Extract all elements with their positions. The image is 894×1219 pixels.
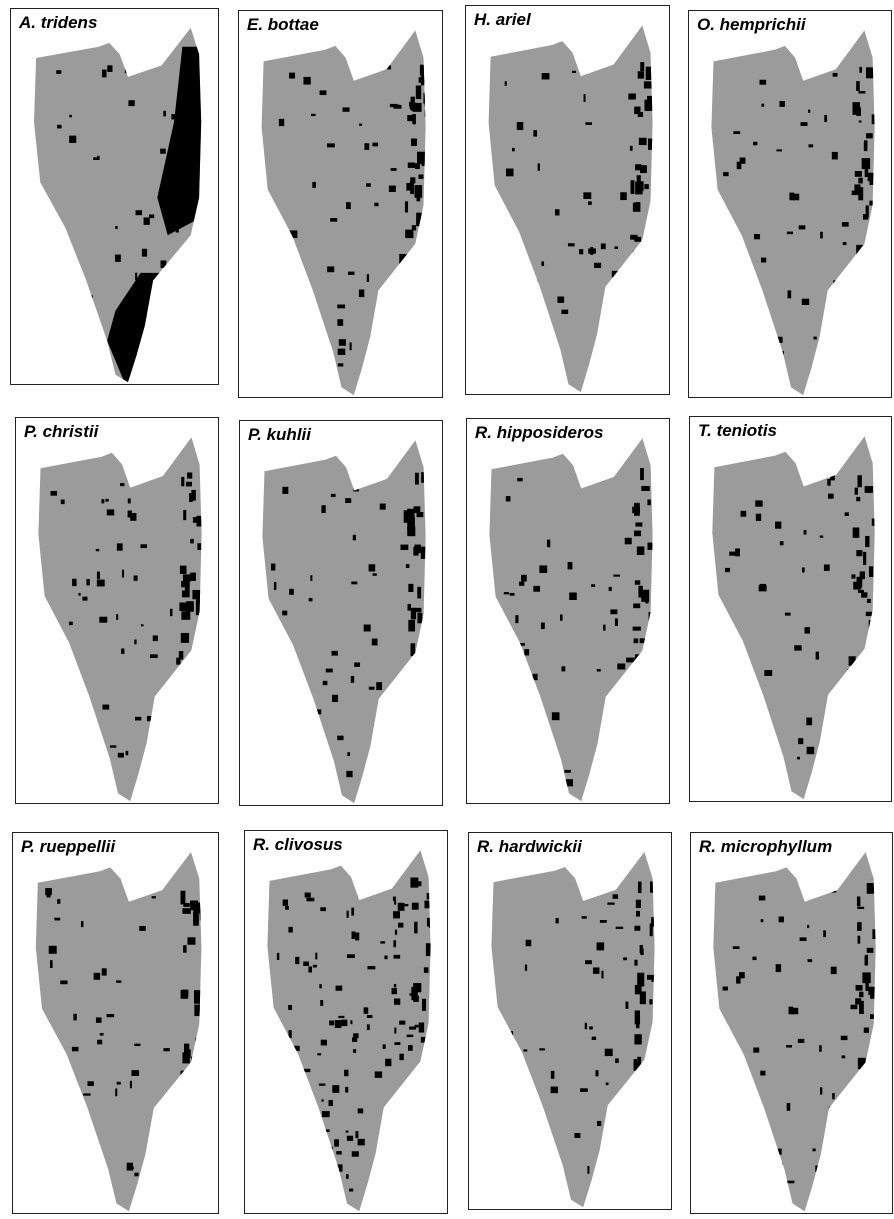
map — [691, 833, 893, 1214]
region-shape — [489, 438, 652, 801]
map — [466, 6, 670, 395]
species-label: R. microphyllum — [699, 837, 832, 857]
species-label: P. christii — [24, 422, 98, 442]
species-label: O. hemprichii — [697, 15, 806, 35]
map — [245, 831, 448, 1214]
map-panel: P. rueppellii — [12, 832, 219, 1214]
map — [239, 11, 443, 398]
species-label: R. hipposideros — [475, 423, 603, 443]
map — [467, 419, 670, 804]
species-label: E. bottae — [247, 15, 319, 35]
map-panel: O. hemprichii — [688, 10, 892, 398]
map-panel: H. ariel — [465, 5, 670, 395]
map-panel: R. hipposideros — [466, 418, 670, 804]
species-label: T. teniotis — [698, 421, 777, 441]
map-panel: R. clivosus — [244, 830, 448, 1214]
map-panel: P. kuhlii — [239, 420, 443, 806]
map-panel: P. christii — [15, 417, 219, 804]
map-panel: R. hardwickii — [468, 832, 672, 1210]
map-panel: A. tridens — [10, 8, 219, 385]
region-shape — [711, 30, 874, 395]
map — [16, 418, 219, 804]
region-shape — [38, 437, 201, 801]
region-shape — [491, 852, 654, 1207]
region-shape — [36, 852, 202, 1211]
map — [240, 421, 443, 806]
region-shape — [489, 26, 653, 393]
map-panel: T. teniotis — [689, 416, 892, 802]
region-shape — [713, 852, 875, 1211]
figure: A. tridens E. bottae H. ariel O. hemprichii… — [0, 0, 894, 1219]
map — [689, 11, 892, 398]
species-label: R. hardwickii — [477, 837, 582, 857]
region-shape — [712, 436, 874, 799]
species-label: P. rueppellii — [21, 837, 115, 857]
species-label: H. ariel — [474, 10, 531, 30]
species-label: R. clivosus — [253, 835, 343, 855]
species-label: A. tridens — [19, 13, 97, 33]
region-shape — [262, 440, 425, 803]
species-label: P. kuhlii — [248, 425, 311, 445]
map — [690, 417, 892, 802]
map-panel: E. bottae — [238, 10, 443, 398]
map — [13, 833, 219, 1214]
map-panel: R. microphyllum — [690, 832, 893, 1214]
map — [469, 833, 672, 1210]
map — [11, 9, 219, 385]
